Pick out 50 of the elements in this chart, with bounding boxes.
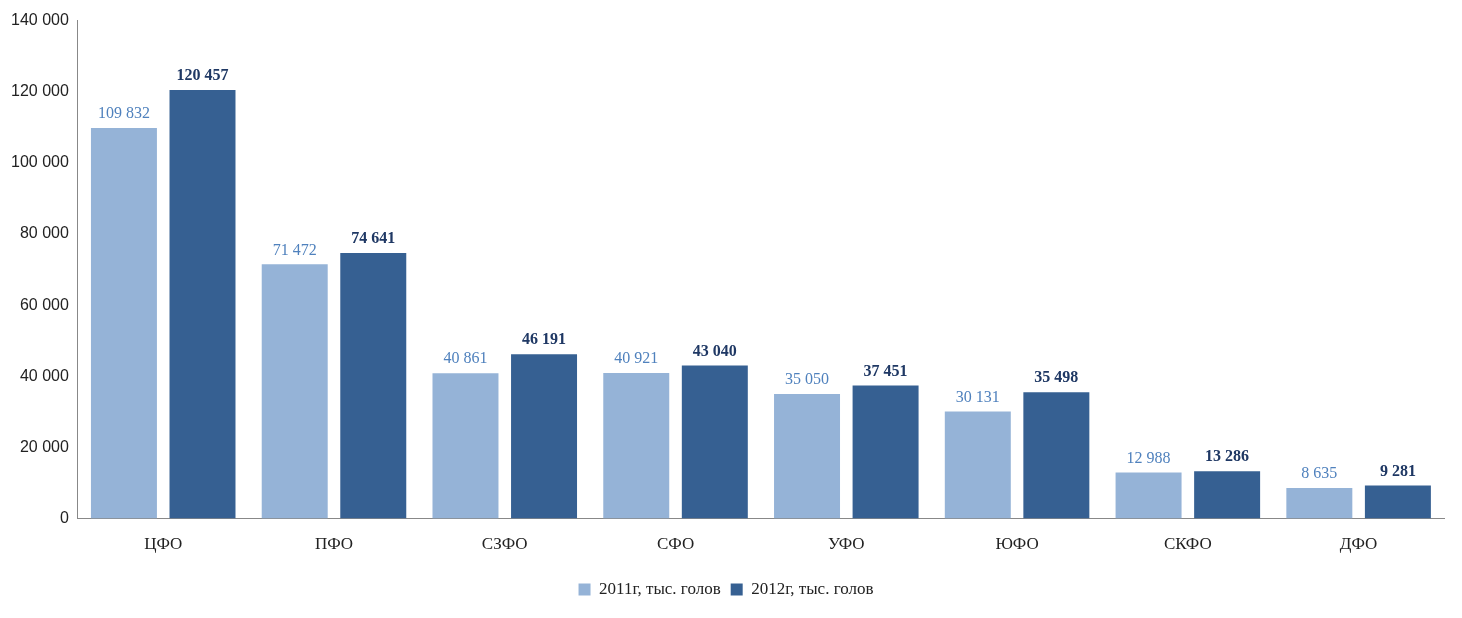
y-tick-label: 100 000 <box>10 153 69 171</box>
data-label: 40 861 <box>443 349 488 367</box>
bar <box>774 393 841 519</box>
x-tick-label: ДФО <box>1339 534 1378 554</box>
x-tick-label: ПФО <box>314 534 354 554</box>
bar <box>852 385 919 519</box>
bar <box>1023 392 1090 519</box>
x-tick-label: СКФО <box>1163 534 1212 554</box>
bar <box>511 354 578 519</box>
bar <box>1286 487 1353 519</box>
bar <box>1115 472 1182 519</box>
data-label: 43 040 <box>692 341 737 359</box>
data-label: 35 050 <box>785 370 830 388</box>
data-label: 13 286 <box>1205 447 1250 465</box>
x-tick-label: СФО <box>656 534 695 554</box>
bar <box>90 127 157 519</box>
x-tick-label: ЦФО <box>144 534 183 554</box>
data-label: 12 988 <box>1126 448 1171 466</box>
bar <box>681 365 748 519</box>
data-label: 30 131 <box>955 387 1000 405</box>
bar <box>169 90 236 519</box>
bar <box>261 264 328 519</box>
data-label: 71 472 <box>272 240 317 258</box>
data-label: 120 457 <box>176 66 229 84</box>
data-label: 109 832 <box>97 104 150 122</box>
y-tick-label: 120 000 <box>10 82 69 100</box>
data-label: 8 635 <box>1301 464 1338 482</box>
bar <box>1364 485 1431 519</box>
legend-label: 2011г, тыс. голов <box>599 578 721 598</box>
data-label: 9 281 <box>1379 461 1416 479</box>
bar <box>1194 471 1261 519</box>
y-tick-label: 60 000 <box>19 295 69 313</box>
x-tick-label: УФО <box>827 534 865 554</box>
bar <box>603 373 670 519</box>
legend-label: 2012г, тыс. голов <box>751 578 874 598</box>
data-label: 35 498 <box>1034 368 1079 386</box>
bar <box>432 373 499 519</box>
x-tick-label: ЮФО <box>995 534 1039 554</box>
y-tick-label: 0 <box>59 509 69 527</box>
data-label: 37 451 <box>863 361 908 379</box>
bar <box>340 253 407 519</box>
y-tick-label: 80 000 <box>19 224 69 242</box>
bar <box>944 411 1011 519</box>
x-tick-label: СЗФО <box>481 534 528 554</box>
data-label: 40 921 <box>614 349 659 367</box>
y-tick-label: 140 000 <box>10 11 69 29</box>
y-tick-label: 40 000 <box>19 366 69 384</box>
data-label: 74 641 <box>351 229 396 247</box>
data-label: 46 191 <box>522 330 567 348</box>
y-tick-label: 20 000 <box>19 437 69 455</box>
